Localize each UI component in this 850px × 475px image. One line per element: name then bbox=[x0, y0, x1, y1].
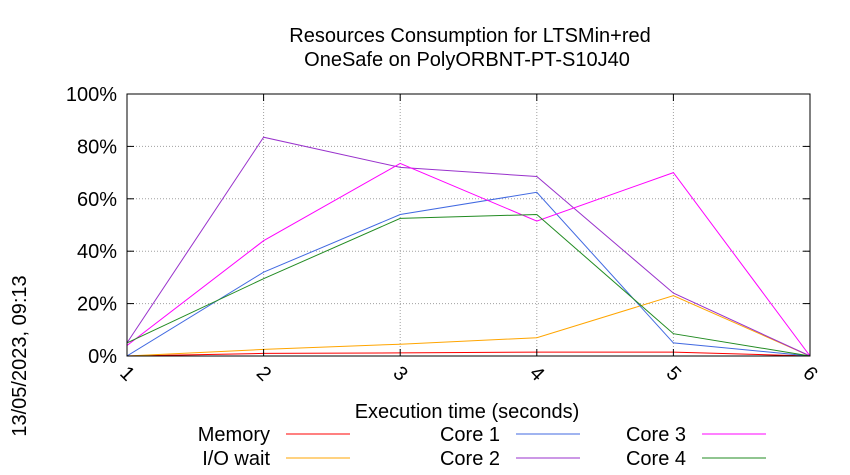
legend-label: I/O wait bbox=[202, 448, 270, 470]
axis-ticks: 0% 20% 40% 60% 80% 100% 1 2 3 4 5 6 bbox=[66, 84, 822, 386]
x-tick-label: 3 bbox=[388, 362, 411, 385]
x-tick-label: 6 bbox=[798, 362, 821, 385]
legend-label: Memory bbox=[198, 424, 270, 446]
x-tick-label: 5 bbox=[662, 362, 685, 385]
chart-subtitle: OneSafe on PolyORBNT-PT-S10J40 bbox=[304, 49, 630, 71]
chart-title: Resources Consumption for LTSMin+red bbox=[289, 25, 650, 47]
y-tick-label: 40% bbox=[77, 241, 117, 263]
legend-label: Core 2 bbox=[440, 448, 500, 470]
legend-label: Core 3 bbox=[626, 424, 686, 446]
series-line-core-3 bbox=[126, 162, 811, 357]
y-tick-label: 60% bbox=[77, 189, 117, 211]
x-tick-label: 4 bbox=[525, 362, 548, 385]
y-tick-label: 100% bbox=[66, 84, 117, 106]
x-tick-label: 2 bbox=[252, 362, 275, 385]
x-axis-label: Execution time (seconds) bbox=[355, 401, 580, 423]
legend-label: Core 4 bbox=[626, 448, 686, 470]
y-tick-label: 80% bbox=[77, 136, 117, 158]
series-line-core-4 bbox=[126, 213, 811, 357]
series-line-core-2 bbox=[126, 136, 811, 357]
legend-label: Core 1 bbox=[440, 424, 500, 446]
series-line-core-1 bbox=[126, 191, 811, 357]
series-lines bbox=[126, 136, 811, 357]
plot-frame bbox=[126, 93, 811, 357]
y-tick-label: 20% bbox=[77, 294, 117, 316]
y-tick-label: 0% bbox=[88, 346, 117, 368]
series-line-i-o-wait bbox=[126, 295, 811, 357]
grid bbox=[127, 94, 810, 356]
series-line-memory bbox=[126, 351, 811, 357]
x-tick-label: 1 bbox=[115, 362, 138, 385]
timestamp-label: 13/05/2023, 09:13 bbox=[9, 275, 31, 436]
